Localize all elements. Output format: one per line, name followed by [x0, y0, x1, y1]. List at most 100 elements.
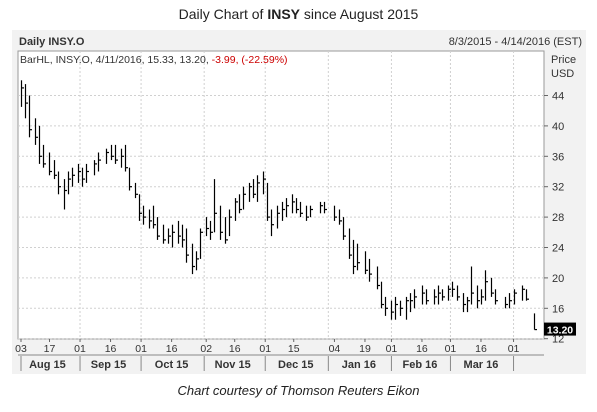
price-bar	[342, 217, 346, 240]
price-bar	[228, 209, 232, 237]
price-bar	[57, 171, 61, 195]
price-bar	[476, 285, 480, 309]
x-day-tick-label: 15	[288, 343, 300, 355]
price-bar	[437, 285, 441, 305]
price-bar	[390, 300, 394, 320]
price-bar	[323, 201, 327, 214]
price-bar	[238, 194, 242, 214]
price-bar	[409, 293, 413, 313]
price-bar	[199, 228, 203, 259]
chart-credit: Chart courtesy of Thomson Reuters Eikon	[177, 383, 420, 398]
price-bar	[205, 217, 209, 237]
price-bar	[490, 277, 494, 297]
price-bar	[142, 205, 146, 225]
grid-lines	[18, 51, 544, 340]
y-tick-label: 40	[552, 121, 564, 133]
last-price-bg	[544, 322, 576, 336]
price-bar	[513, 289, 517, 305]
x-day-tick-label: 16	[105, 343, 117, 355]
price-bar	[148, 209, 152, 229]
price-bars	[20, 80, 537, 331]
legend-values: BarHL, INSY.O, 4/11/2016, 15.33, 13.20,	[20, 54, 209, 66]
price-bar	[71, 167, 75, 187]
price-bar	[368, 258, 372, 282]
price-bar	[63, 179, 67, 210]
price-bar	[209, 220, 213, 240]
price-bar	[441, 289, 445, 301]
y-tick-label: 44	[552, 91, 564, 103]
price-bar	[256, 175, 260, 202]
price-bar	[97, 152, 101, 172]
y-tick-label: 20	[552, 273, 564, 285]
price-bar	[462, 293, 466, 313]
y-tick-label: 32	[552, 182, 564, 194]
x-month-label: Aug 15	[29, 359, 66, 371]
price-bar	[252, 179, 256, 199]
price-bar	[53, 160, 57, 180]
price-bar	[42, 144, 46, 168]
price-bar	[525, 289, 529, 301]
price-bar	[48, 152, 52, 176]
price-bar	[234, 198, 238, 221]
plot-area	[17, 50, 545, 340]
price-bar	[376, 266, 380, 290]
price-bar	[120, 148, 124, 168]
title-prefix: Daily Chart of	[178, 6, 268, 22]
price-bar	[28, 95, 32, 138]
price-bar	[285, 198, 289, 218]
x-day-tick-label: 01	[508, 343, 520, 355]
price-bar	[470, 266, 474, 305]
y-axis-label-unit: USD	[551, 68, 574, 80]
price-bar	[213, 179, 217, 233]
x-axis: 03 17 01 16 01 16 02 16 01 15 04 19 01 16 01 16 01 Aug 15…	[15, 339, 544, 371]
price-bar	[447, 285, 451, 301]
price-bar	[185, 228, 189, 263]
price-bar	[266, 182, 270, 221]
x-day-tick-label: 17	[44, 343, 56, 355]
price-bar	[281, 201, 285, 221]
price-bar	[508, 293, 512, 309]
x-day-tick-label: 01	[74, 343, 86, 355]
price-bar	[333, 205, 337, 221]
price-bar	[421, 285, 425, 305]
chart-header-ric: Daily INSY.O	[19, 36, 85, 48]
price-bar	[451, 281, 455, 297]
x-day-tick-label: 03	[15, 343, 27, 355]
x-day-tick-label: 16	[166, 343, 178, 355]
price-bar	[38, 125, 42, 164]
price-bar	[466, 296, 470, 313]
x-month-label: Mar 16	[464, 359, 499, 371]
price-bar	[248, 182, 252, 202]
price-bar	[219, 205, 223, 240]
title-ticker: INSY	[267, 6, 301, 22]
price-bar	[138, 194, 142, 221]
price-bar	[399, 300, 403, 316]
price-bar	[319, 201, 323, 214]
x-day-tick-label: 01	[386, 343, 398, 355]
chart-header-date-range: 8/3/2015 - 4/14/2016 (EST)	[448, 36, 582, 48]
y-axis-label-price: Price	[551, 54, 576, 66]
x-month-label: Nov 15	[215, 359, 251, 371]
price-bar	[224, 217, 228, 244]
price-bar	[521, 285, 525, 301]
y-axis: 12 16 20 24 28 32 36 40 44	[544, 91, 564, 346]
x-month-label: Feb 16	[402, 359, 437, 371]
x-month-label: Oct 15	[155, 359, 189, 371]
price-bar	[191, 243, 195, 275]
price-bar	[85, 163, 89, 183]
price-bar	[364, 251, 368, 275]
price-bar	[181, 224, 185, 248]
price-bar	[295, 198, 299, 214]
price-bar	[405, 296, 409, 320]
price-bar	[156, 217, 160, 240]
price-bar	[456, 285, 460, 301]
legend-change: -3.99, (-22.59%)	[209, 54, 288, 66]
price-bar	[152, 205, 156, 229]
price-bar	[24, 84, 28, 119]
x-day-tick-label: 16	[475, 343, 487, 355]
price-bar	[433, 289, 437, 305]
price-bar	[114, 144, 118, 164]
price-bar	[480, 289, 484, 305]
price-bar	[105, 148, 109, 164]
x-day-tick-label: 16	[416, 343, 428, 355]
